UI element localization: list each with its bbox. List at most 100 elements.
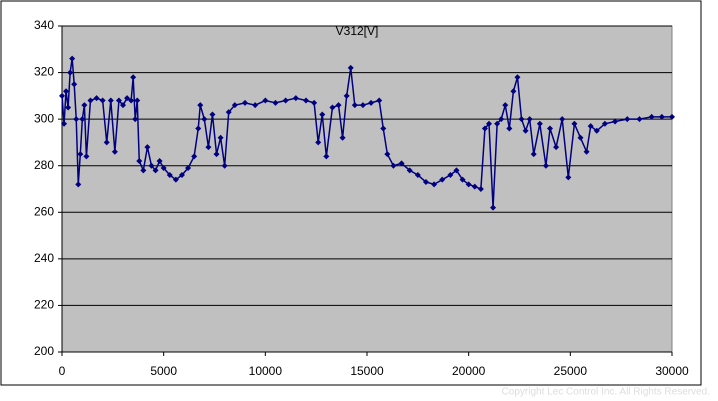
data-point — [160, 165, 167, 172]
data-point — [178, 172, 185, 179]
data-point — [414, 172, 421, 179]
data-point — [124, 95, 131, 102]
x-tick-label: 25000 — [554, 364, 588, 378]
data-point — [624, 116, 631, 123]
data-point — [490, 204, 497, 211]
data-point — [136, 158, 143, 165]
data-point — [63, 88, 70, 95]
data-point — [61, 120, 68, 127]
data-point — [81, 102, 88, 109]
data-point — [526, 116, 533, 123]
data-point — [559, 116, 566, 123]
data-point — [522, 127, 529, 134]
data-point — [486, 120, 492, 127]
x-tick-label: 5000 — [150, 364, 177, 378]
data-point — [514, 74, 521, 81]
data-point — [67, 69, 74, 76]
data-point — [75, 181, 82, 188]
data-point — [217, 134, 224, 141]
data-point — [587, 123, 594, 130]
data-point — [477, 186, 484, 192]
data-point — [368, 99, 375, 106]
data-point — [185, 165, 192, 172]
data-point — [376, 97, 383, 104]
y-tick-label: 200 — [34, 344, 54, 358]
data-point — [439, 176, 446, 183]
data-point — [323, 153, 330, 160]
data-point — [343, 92, 350, 99]
data-point — [148, 162, 155, 169]
data-point — [422, 179, 429, 186]
y-tick-label: 220 — [34, 298, 54, 312]
data-point — [107, 97, 114, 104]
data-point — [252, 102, 259, 109]
data-point — [498, 116, 505, 123]
data-point — [87, 97, 94, 104]
data-point — [502, 102, 509, 109]
data-point — [329, 104, 336, 111]
y-tick-label: 340 — [34, 18, 54, 32]
data-point — [93, 95, 100, 102]
data-point — [384, 151, 391, 158]
data-point — [71, 81, 78, 88]
data-point — [311, 99, 318, 106]
data-point — [319, 111, 326, 118]
watermark: Copyright Lec Control Inc. All Rights Re… — [502, 387, 710, 398]
data-point — [166, 172, 173, 179]
data-point — [612, 118, 619, 125]
data-point — [195, 125, 202, 132]
data-point — [648, 113, 655, 120]
data-point — [201, 116, 208, 123]
data-point — [593, 127, 600, 134]
data-point — [669, 113, 675, 120]
data-point — [231, 102, 238, 109]
x-tick-label: 20000 — [452, 364, 486, 378]
data-point — [209, 111, 216, 118]
data-point — [225, 109, 232, 116]
data-point — [553, 144, 560, 151]
data-point — [351, 102, 358, 109]
data-point — [380, 125, 387, 132]
data-point — [191, 153, 198, 160]
data-point — [339, 134, 346, 141]
data-point — [292, 95, 299, 102]
data-point — [69, 55, 76, 62]
data-point — [73, 116, 80, 123]
data-point — [453, 167, 460, 174]
data-point — [111, 148, 118, 155]
data-point — [658, 113, 665, 120]
data-point — [406, 167, 413, 174]
data-point — [359, 102, 366, 109]
data-point — [152, 167, 159, 174]
data-point — [128, 97, 135, 104]
data-point — [99, 97, 106, 104]
data-point — [510, 88, 517, 95]
data-point — [79, 116, 86, 123]
x-tick-label: 10000 — [249, 364, 283, 378]
y-tick-label: 300 — [34, 111, 54, 125]
data-point — [130, 74, 137, 81]
data-point — [571, 120, 578, 127]
y-tick-label: 320 — [34, 65, 54, 79]
data-point — [140, 167, 147, 174]
data-point — [197, 102, 204, 109]
data-point — [494, 120, 501, 127]
data-point — [83, 153, 90, 160]
data-point — [577, 134, 584, 141]
data-point — [459, 176, 466, 183]
data-point — [601, 120, 608, 127]
data-line — [61, 58, 672, 208]
data-point — [542, 162, 549, 169]
data-point — [205, 144, 212, 151]
data-point — [272, 99, 279, 106]
x-tick-label: 15000 — [350, 364, 384, 378]
data-point — [583, 148, 590, 155]
data-point — [132, 116, 139, 123]
data-point — [172, 176, 179, 183]
y-tick-label: 240 — [34, 251, 54, 265]
data-point — [262, 97, 269, 104]
y-tick-label: 260 — [34, 204, 54, 218]
plot-area — [61, 25, 673, 353]
data-point — [115, 97, 122, 104]
